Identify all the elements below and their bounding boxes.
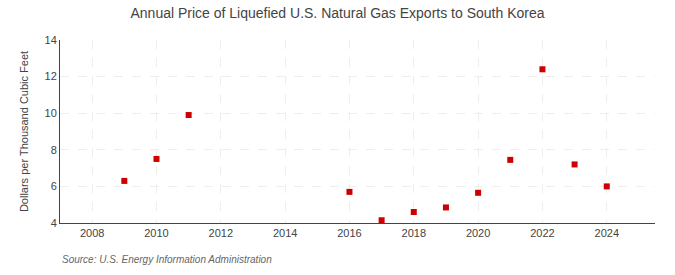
svg-text:6: 6	[51, 180, 57, 192]
svg-text:2012: 2012	[209, 227, 233, 239]
svg-text:4: 4	[51, 217, 57, 229]
svg-text:2020: 2020	[466, 227, 490, 239]
svg-text:2014: 2014	[273, 227, 297, 239]
svg-text:14: 14	[45, 34, 57, 46]
svg-text:Annual Price of Liquefied U.S.: Annual Price of Liquefied U.S. Natural G…	[130, 5, 544, 21]
svg-text:2022: 2022	[530, 227, 554, 239]
svg-text:2024: 2024	[595, 227, 619, 239]
svg-text:12: 12	[45, 70, 57, 82]
svg-text:10: 10	[45, 107, 57, 119]
svg-text:2010: 2010	[144, 227, 168, 239]
svg-text:8: 8	[51, 144, 57, 156]
svg-text:Source: U.S. Energy Informatio: Source: U.S. Energy Information Administ…	[62, 254, 272, 265]
svg-text:Dollars per Thousand Cubic Fee: Dollars per Thousand Cubic Feet	[18, 51, 30, 212]
svg-text:2018: 2018	[402, 227, 426, 239]
svg-text:2016: 2016	[337, 227, 361, 239]
svg-text:2008: 2008	[80, 227, 104, 239]
